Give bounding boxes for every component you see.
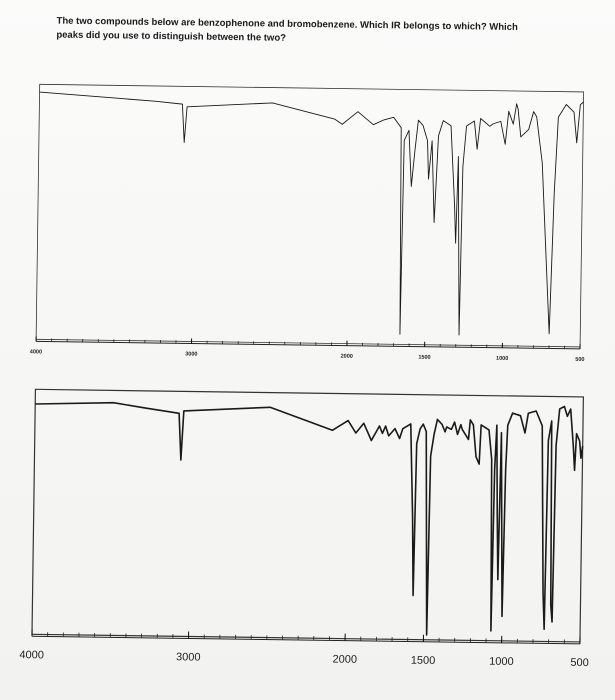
x-tick-label: 3000 (176, 651, 201, 663)
spectrum-trace (35, 401, 584, 636)
x-tick-label: 2000 (341, 354, 353, 360)
x-tick-label: 500 (570, 657, 589, 669)
x-axis-line (36, 340, 581, 350)
x-tick-label: 1500 (411, 655, 436, 667)
x-tick-label: 4000 (30, 349, 42, 355)
x-tick-label: 4000 (19, 649, 44, 661)
x-tick-label: 1500 (418, 355, 430, 361)
x-tick-label: 500 (575, 357, 584, 363)
x-tick-label: 1000 (489, 656, 514, 668)
plot-frame (35, 83, 585, 348)
spectrum-2: 4000 3000 2000 1500 1000 500 (19, 388, 589, 669)
spectrum-1: 4000 3000 2000 1500 1000 500 (30, 83, 585, 363)
x-tick-label: 1000 (496, 356, 508, 362)
spectrum-trace (39, 91, 584, 336)
x-tick-label: 3000 (185, 351, 197, 357)
plot-frame (31, 388, 584, 643)
x-tick-label: 2000 (332, 653, 357, 665)
x-axis-line (31, 635, 580, 645)
